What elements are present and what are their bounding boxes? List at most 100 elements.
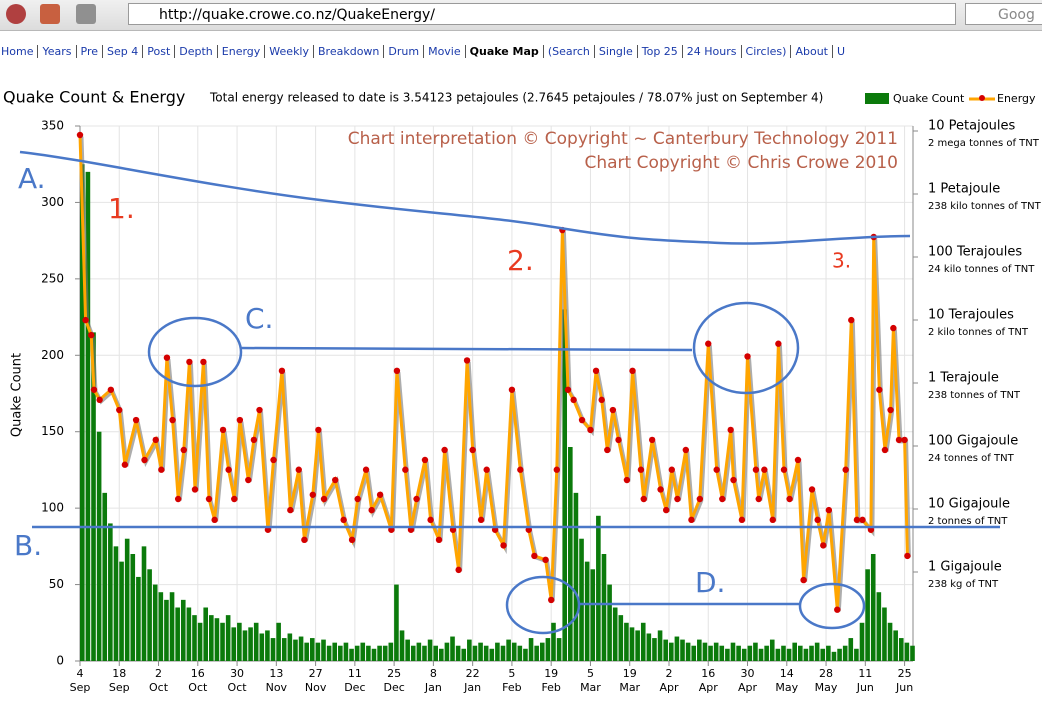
energy-point xyxy=(435,536,443,544)
energy-point xyxy=(205,495,213,503)
nav-link[interactable]: Years xyxy=(37,45,76,58)
energy-point xyxy=(744,353,751,360)
bar xyxy=(741,648,747,661)
nav-link[interactable]: Drum xyxy=(383,45,424,58)
energy-point xyxy=(662,506,670,514)
search-box[interactable]: Goog xyxy=(965,3,1042,25)
energy-point xyxy=(141,456,148,464)
nav-link[interactable]: 24 Hours xyxy=(681,45,741,58)
energy-point xyxy=(245,476,252,484)
y-tick-label: 350 xyxy=(41,119,64,133)
bar xyxy=(472,645,478,661)
bar xyxy=(545,638,551,661)
bar xyxy=(405,639,410,661)
nav-link[interactable]: Single xyxy=(593,45,637,58)
nav-link[interactable]: Quake Map xyxy=(464,45,543,58)
bar xyxy=(523,648,528,661)
energy-point xyxy=(881,446,889,454)
bar xyxy=(534,645,539,661)
chart-subtitle: Total energy released to date is 3.54123… xyxy=(209,91,823,105)
bar xyxy=(455,645,461,661)
x-tick-label: 30 xyxy=(230,667,244,680)
bar xyxy=(814,642,820,661)
nav-link[interactable]: Sep 4 xyxy=(102,45,143,58)
bar xyxy=(898,638,904,661)
bar xyxy=(461,648,467,661)
bar xyxy=(854,648,859,661)
nav-link[interactable]: Post xyxy=(142,45,175,58)
energy-point xyxy=(402,466,409,473)
energy-point xyxy=(637,466,645,473)
energy-point xyxy=(623,476,631,484)
nav-link[interactable]: Depth xyxy=(174,45,217,58)
home-button[interactable] xyxy=(40,4,60,24)
bar xyxy=(214,618,220,661)
bar xyxy=(147,569,152,661)
energy-point xyxy=(786,495,793,503)
nav-link[interactable]: Home xyxy=(1,45,34,58)
nav-link[interactable]: Breakdown xyxy=(313,45,384,58)
bar xyxy=(483,645,489,661)
energy-point xyxy=(648,436,656,444)
x-tick-label: 19 xyxy=(544,667,558,680)
bar xyxy=(691,645,697,661)
energy-point xyxy=(761,466,768,473)
download-button[interactable] xyxy=(76,4,96,24)
energy-point xyxy=(592,367,600,375)
nav-link[interactable]: U xyxy=(831,45,850,58)
energy-point xyxy=(820,542,827,549)
bar xyxy=(495,642,500,661)
energy-point xyxy=(340,516,347,524)
energy-point xyxy=(629,367,636,375)
x-tick-month: Apr xyxy=(738,681,758,694)
bar xyxy=(91,332,96,661)
nav-link[interactable]: (Search xyxy=(542,45,594,58)
x-tick-month: Feb xyxy=(502,681,521,694)
bar xyxy=(293,639,298,661)
legend-swatch xyxy=(865,93,889,104)
bar xyxy=(826,645,831,661)
bar xyxy=(220,622,225,661)
bar xyxy=(511,642,517,661)
nav-link[interactable]: Pre xyxy=(75,45,103,58)
bar xyxy=(416,642,422,661)
legend-label: Quake Count xyxy=(893,92,965,105)
stop-button[interactable] xyxy=(6,4,26,24)
energy-point xyxy=(640,495,647,503)
energy-point xyxy=(674,495,681,503)
bar xyxy=(270,638,276,661)
nav-link[interactable]: Circles) xyxy=(740,45,791,58)
bar xyxy=(304,642,309,661)
nav-link[interactable]: Weekly xyxy=(264,45,313,58)
nav-link[interactable]: About xyxy=(790,45,832,58)
bar xyxy=(371,648,377,661)
energy-point xyxy=(887,406,894,414)
nav-link[interactable]: Energy xyxy=(216,45,265,58)
bar xyxy=(556,638,562,661)
bar xyxy=(422,645,427,661)
energy-point xyxy=(463,357,471,364)
energy-point xyxy=(278,367,286,375)
annotation-circle xyxy=(692,301,800,395)
energy-point xyxy=(564,386,572,393)
nav-link[interactable]: Top 25 xyxy=(636,45,682,58)
y2-tick-label: 10 Terajoules xyxy=(928,307,1014,322)
energy-point xyxy=(727,426,734,434)
energy-point xyxy=(477,516,485,524)
energy-point xyxy=(88,331,95,339)
energy-point xyxy=(250,436,258,444)
bar xyxy=(590,569,596,661)
x-tick-month: Mar xyxy=(580,681,601,694)
energy-point xyxy=(604,446,611,454)
bar xyxy=(831,651,837,661)
bar xyxy=(197,622,203,661)
nav-bar: Home Years Pre Sep 4 Post Depth Energy Weekly Br… xyxy=(0,45,1042,63)
energy-point xyxy=(508,386,516,393)
energy-point xyxy=(578,416,586,424)
url-bar[interactable]: http://quake.crowe.co.nz/QuakeEnergy/ xyxy=(128,3,956,25)
y-tick-label: 300 xyxy=(41,195,64,209)
bar xyxy=(657,630,663,661)
nav-link[interactable]: Movie xyxy=(423,45,465,58)
x-tick-label: 11 xyxy=(348,667,362,680)
bar xyxy=(568,447,573,661)
